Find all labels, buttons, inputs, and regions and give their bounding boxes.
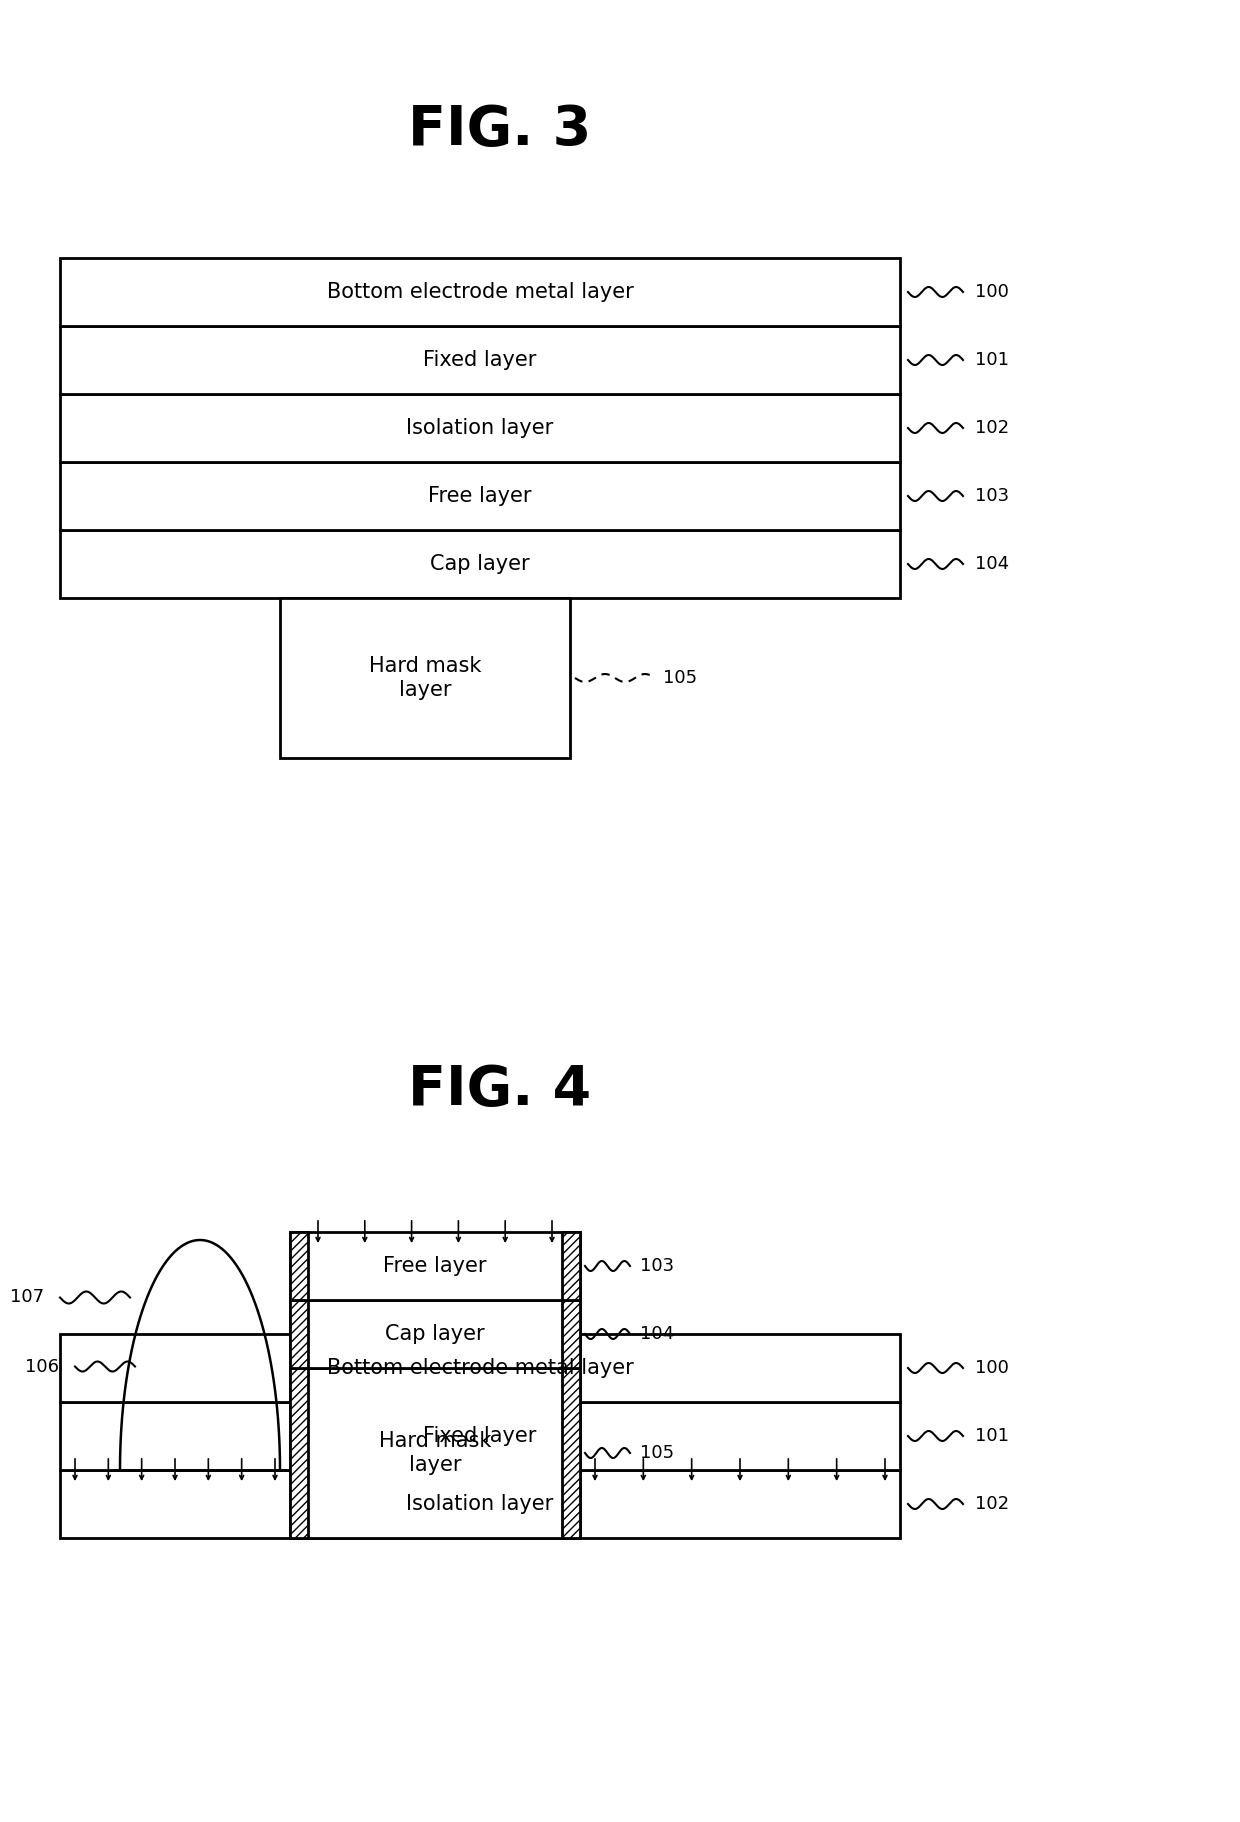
Text: 101: 101 xyxy=(975,352,1009,370)
Bar xyxy=(562,1232,580,1301)
Bar xyxy=(60,1470,900,1538)
Text: Cap layer: Cap layer xyxy=(430,554,529,574)
Bar xyxy=(290,1368,308,1538)
Text: Bottom electrode metal layer: Bottom electrode metal layer xyxy=(326,282,634,302)
Bar xyxy=(60,1334,900,1401)
Text: Cap layer: Cap layer xyxy=(386,1325,485,1345)
Bar xyxy=(290,1232,308,1301)
Bar xyxy=(60,1401,900,1470)
Text: 104: 104 xyxy=(975,556,1009,572)
Text: 100: 100 xyxy=(975,1359,1009,1377)
Text: 106: 106 xyxy=(25,1357,60,1376)
Bar xyxy=(290,1368,580,1538)
Bar xyxy=(60,259,900,326)
Bar xyxy=(562,1301,580,1368)
Text: 103: 103 xyxy=(975,486,1009,505)
Text: 102: 102 xyxy=(975,1496,1009,1512)
Bar xyxy=(290,1301,580,1368)
Text: Hard mask
layer: Hard mask layer xyxy=(378,1432,491,1474)
Bar xyxy=(280,598,570,758)
Text: Fixed layer: Fixed layer xyxy=(423,350,537,370)
Bar xyxy=(290,1301,308,1368)
Text: 104: 104 xyxy=(640,1325,675,1343)
Text: Isolation layer: Isolation layer xyxy=(407,1494,553,1514)
Text: 103: 103 xyxy=(640,1257,675,1275)
Bar xyxy=(60,463,900,530)
Bar xyxy=(60,394,900,463)
Text: Fixed layer: Fixed layer xyxy=(423,1427,537,1447)
Text: 105: 105 xyxy=(663,669,697,687)
Text: FIG. 3: FIG. 3 xyxy=(408,104,591,157)
Text: 100: 100 xyxy=(975,282,1009,301)
Bar xyxy=(60,530,900,598)
Text: Free layer: Free layer xyxy=(383,1255,487,1275)
Text: FIG. 4: FIG. 4 xyxy=(408,1062,591,1117)
Text: Bottom electrode metal layer: Bottom electrode metal layer xyxy=(326,1357,634,1377)
Bar xyxy=(562,1368,580,1538)
Text: 102: 102 xyxy=(975,419,1009,437)
Bar xyxy=(60,326,900,394)
Text: Hard mask
layer: Hard mask layer xyxy=(368,656,481,700)
Text: Isolation layer: Isolation layer xyxy=(407,417,553,437)
Text: 107: 107 xyxy=(10,1288,45,1306)
Text: 101: 101 xyxy=(975,1427,1009,1445)
Text: 105: 105 xyxy=(640,1445,675,1461)
Bar xyxy=(290,1232,580,1301)
Text: Free layer: Free layer xyxy=(428,486,532,507)
